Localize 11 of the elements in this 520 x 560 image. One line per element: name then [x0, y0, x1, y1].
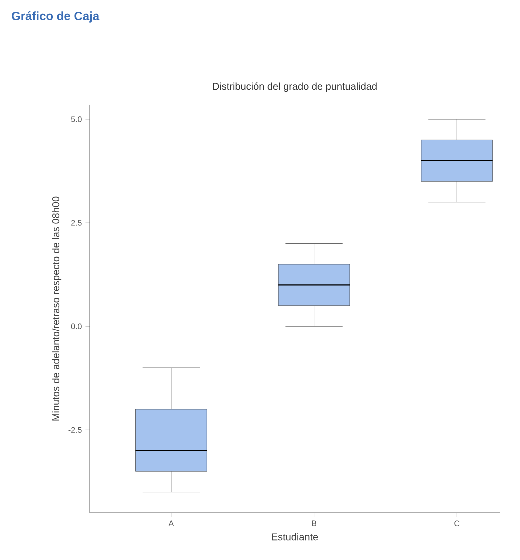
x-axis-title: Estudiante: [272, 533, 318, 541]
chart-title: Gráfico de Caja: [12, 12, 100, 23]
y-tick-label: 2.5: [71, 220, 82, 226]
chart-subtitle: Distribución del grado de puntualidad: [213, 82, 377, 92]
y-tick-label: 5.0: [71, 116, 82, 122]
x-tick-label: B: [312, 520, 317, 526]
x-tick-label: A: [168, 520, 174, 526]
y-tick-label: -2.5: [68, 427, 82, 433]
y-tick-label: 0.0: [71, 324, 82, 330]
x-tick-label: C: [454, 520, 460, 526]
y-axis-title: Minutos de adelanto/retraso respecto de las 08h00: [52, 196, 62, 421]
